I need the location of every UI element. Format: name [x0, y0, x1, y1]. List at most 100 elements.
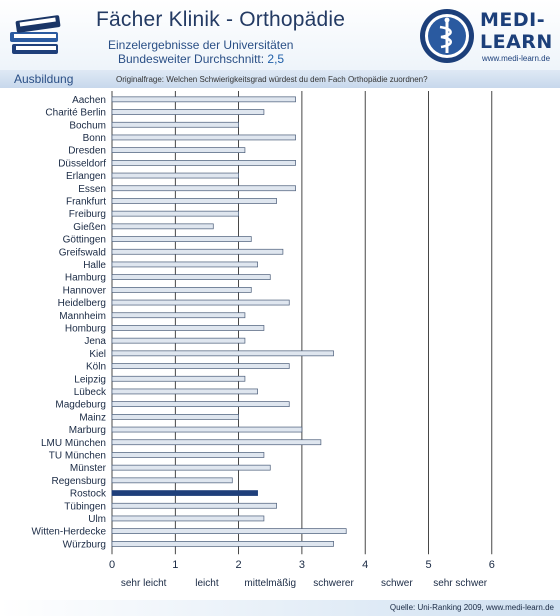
category-label-9: Freiburg [69, 209, 106, 220]
category-label-6: Erlangen [66, 171, 106, 182]
category-label-1: Charité Berlin [45, 108, 106, 119]
bar-12 [111, 248, 284, 255]
bar-4 [111, 147, 246, 154]
category-label-17: Mannheim [59, 311, 106, 322]
bar-35 [111, 541, 334, 547]
category-label-11: Göttingen [63, 235, 106, 246]
x-tick-label-2: 2 [236, 559, 242, 571]
bar-20 [111, 350, 334, 357]
category-label-30: Regensburg [52, 476, 106, 487]
bar-28 [111, 452, 265, 458]
x-category-label-3: schwerer [313, 578, 354, 589]
source-text: Quelle: Uni-Ranking 2009, www.medi-learn… [389, 603, 554, 612]
bar-27 [111, 439, 322, 446]
section-band [0, 70, 560, 88]
x-category-label-1: leicht [195, 578, 219, 589]
category-label-13: Halle [83, 260, 106, 271]
question-text: Originalfrage: Welchen Schwierigkeitsgra… [116, 75, 428, 84]
bar-8 [111, 198, 277, 204]
category-label-32: Tübingen [64, 501, 106, 512]
x-tick-label-1: 1 [172, 559, 178, 571]
bar-30 [111, 477, 233, 484]
bar-23 [111, 388, 258, 395]
bar-1 [111, 109, 265, 115]
x-tick-label-4: 4 [362, 559, 368, 571]
category-label-34: Witten-Herdecke [32, 527, 107, 538]
x-tick-label-3: 3 [299, 559, 305, 571]
category-label-14: Hamburg [65, 273, 106, 284]
category-label-33: Ulm [88, 514, 106, 525]
bar-3 [111, 134, 296, 141]
bar-18 [111, 325, 265, 331]
category-label-18: Homburg [65, 323, 106, 334]
category-label-19: Jena [84, 336, 106, 347]
bar-34 [111, 528, 347, 534]
category-label-23: Lübeck [74, 387, 107, 398]
category-label-21: Köln [86, 362, 106, 373]
bar-13 [111, 261, 258, 268]
x-category-label-5: sehr schwer [433, 578, 488, 589]
bar-33 [111, 515, 265, 522]
x-tick-label-6: 6 [489, 559, 495, 571]
bar-6 [111, 172, 239, 179]
category-label-28: TU München [49, 450, 106, 461]
x-category-label-4: schwer [381, 578, 413, 589]
bar-7 [111, 185, 296, 192]
bar-15 [111, 287, 252, 293]
bar-16 [111, 299, 290, 306]
footer-band [0, 600, 560, 616]
x-category-label-2: mittelmäßig [244, 578, 296, 589]
category-label-3: Bonn [83, 133, 106, 144]
average-label: Bundesweiter Durchschnitt: [118, 52, 268, 66]
page-subtitle: Einzelergebnisse der Universitäten [108, 38, 294, 52]
page-title: Fächer Klinik - Orthopädie [96, 8, 346, 31]
category-label-0: Aachen [72, 95, 106, 106]
bar-32 [111, 502, 277, 509]
bar-17 [111, 312, 246, 319]
bar-0 [111, 96, 296, 103]
bar-9 [111, 210, 239, 217]
bar-14 [111, 274, 271, 280]
category-label-7: Essen [78, 184, 106, 195]
header: Fächer Klinik - Orthopädie Einzelergebni… [0, 0, 560, 70]
category-label-25: Mainz [79, 412, 106, 423]
category-label-8: Frankfurt [66, 196, 106, 207]
category-label-35: Würzburg [63, 539, 106, 550]
category-label-27: LMU München [41, 438, 106, 449]
average-value: 2,5 [267, 52, 285, 66]
category-label-10: Gießen [73, 222, 106, 233]
category-label-29: Münster [70, 463, 107, 474]
bar-2 [111, 121, 239, 128]
category-label-2: Bochum [69, 120, 106, 131]
x-category-label-0: sehr leicht [121, 578, 167, 589]
logo-text-line2: LEARN [480, 31, 553, 53]
bar-31 [111, 490, 258, 496]
x-tick-label-0: 0 [109, 559, 115, 571]
section-label: Ausbildung [14, 72, 74, 86]
category-label-20: Kiel [89, 349, 106, 360]
bar-11 [111, 236, 252, 242]
bar-5 [111, 159, 296, 166]
bar-22 [111, 375, 246, 382]
logo-url: www.medi-learn.de [482, 54, 551, 63]
bar-21 [111, 363, 290, 369]
bar-24 [111, 401, 290, 407]
medi-learn-logo-icon [420, 9, 474, 63]
category-label-22: Leipzig [74, 374, 106, 385]
bar-10 [111, 223, 214, 230]
category-label-24: Magdeburg [55, 400, 106, 411]
category-label-26: Marburg [69, 425, 106, 436]
category-label-16: Heidelberg [58, 298, 106, 309]
category-label-12: Greifswald [59, 247, 106, 258]
logo-text-line1: MEDI- [480, 9, 546, 31]
average-line: Bundesweiter Durchschnitt: 2,5 [118, 52, 284, 66]
x-tick-label-5: 5 [425, 559, 431, 571]
bar-25 [111, 414, 239, 420]
category-label-4: Dresden [68, 146, 106, 157]
category-label-31: Rostock [70, 489, 107, 500]
books-icon [10, 15, 61, 54]
bar-19 [111, 337, 246, 344]
category-label-15: Hannover [63, 285, 107, 296]
bar-26 [111, 426, 303, 433]
